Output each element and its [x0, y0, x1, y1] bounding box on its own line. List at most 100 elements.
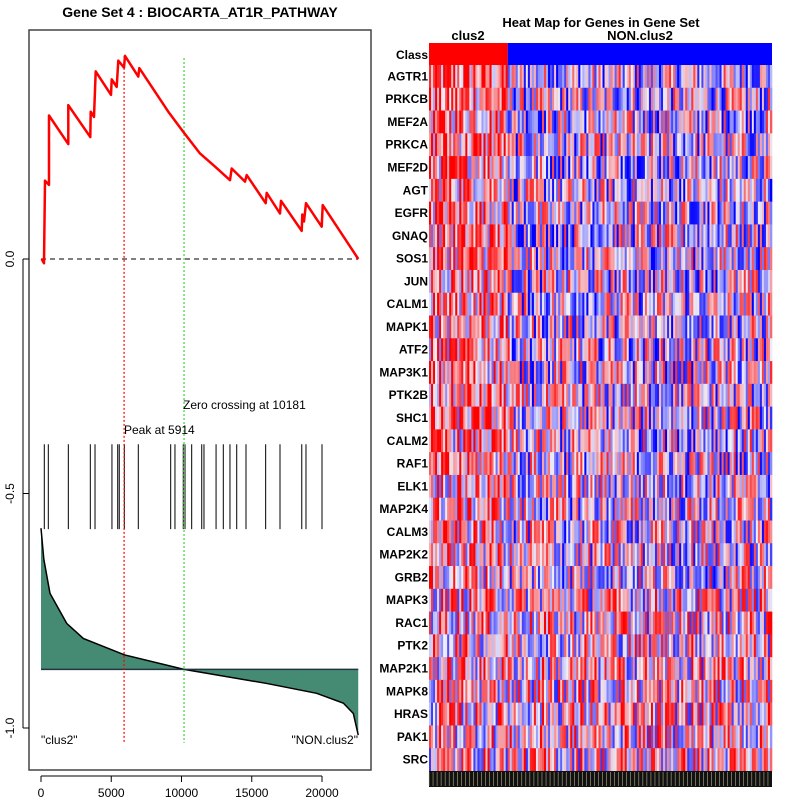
heatmap-cell: [646, 87, 650, 111]
heatmap-cell: [695, 292, 698, 316]
heatmap-cell: [533, 634, 537, 658]
heatmap-cell: [616, 588, 619, 612]
heatmap-cell: [463, 611, 466, 635]
heatmap-cell: [483, 679, 486, 703]
heatmap-cell: [659, 566, 662, 590]
heatmap-cell: [729, 383, 732, 407]
heatmap-cell: [757, 657, 761, 681]
heatmap-cell: [544, 429, 547, 453]
heatmap-cell: [541, 178, 545, 202]
heatmap-cell: [763, 65, 767, 89]
heatmap-cell: [453, 338, 456, 362]
heatmap-cell: [675, 406, 678, 430]
heatmap-cell: [669, 315, 672, 339]
heatmap-cell: [661, 520, 664, 544]
heatmap-cell: [723, 520, 726, 544]
heatmap-cell: [493, 224, 496, 248]
heatmap-cell: [519, 702, 523, 726]
heatmap-cell: [523, 338, 527, 362]
heatmap-cell: [669, 452, 672, 476]
heatmap-cell: [608, 566, 611, 590]
heatmap-cell: [487, 178, 490, 202]
heatmap-cell: [608, 679, 611, 703]
heatmap-cell: [511, 611, 515, 635]
heatmap-cell: [447, 338, 450, 362]
heatmap-cell: [537, 338, 541, 362]
heatmap-cell: [519, 156, 523, 180]
heatmap-cell: [507, 520, 511, 544]
heatmap-cell: [709, 156, 712, 180]
heatmap-cell: [580, 338, 583, 362]
heatmap-cell: [541, 543, 545, 567]
heatmap-cell: [447, 247, 450, 271]
heatmap-cell: [576, 474, 579, 499]
heatmap-cell: [487, 474, 490, 499]
heatmap-cell: [515, 611, 519, 635]
heatmap-cell: [481, 474, 484, 499]
heatmap-cell: [590, 429, 593, 453]
heatmap-cell: [578, 406, 581, 430]
heatmap-cell: [509, 406, 513, 430]
heatmap-cell: [699, 87, 702, 111]
heatmap-cell: [594, 702, 597, 726]
heatmap-cell: [701, 201, 704, 225]
heatmap-cell: [743, 224, 747, 248]
heatmap-cell: [731, 383, 734, 407]
heatmap-cell: [467, 87, 470, 111]
heatmap-cell: [441, 292, 444, 316]
heatmap-cell: [757, 452, 761, 476]
heatmap-cell: [614, 383, 617, 407]
heatmap-cell: [665, 543, 668, 567]
heatmap-cell: [624, 543, 628, 567]
heatmap-cell: [544, 611, 547, 635]
heatmap-cell: [503, 588, 506, 612]
heatmap-cell: [592, 406, 595, 430]
heatmap-cell: [535, 679, 539, 703]
heatmap-cell: [554, 520, 557, 544]
heatmap-cell: [511, 65, 515, 89]
heatmap-cell: [661, 201, 664, 225]
heatmap-cell: [592, 679, 595, 703]
heatmap-cell: [541, 474, 545, 499]
heatmap-cell: [550, 292, 553, 316]
heatmap-cell: [457, 679, 460, 703]
heatmap-cell: [677, 520, 680, 544]
heatmap-cell: [544, 383, 547, 407]
heatmap-cell: [445, 452, 448, 476]
heatmap-cell: [687, 178, 690, 202]
heatmap-cell: [491, 497, 494, 521]
heatmap-cell: [447, 65, 450, 89]
heatmap-cell: [681, 702, 684, 726]
heatmap-cell: [459, 474, 462, 499]
heatmap-cell: [642, 269, 646, 294]
heatmap-cell: [552, 315, 555, 339]
heatmap-cell: [431, 338, 434, 362]
heatmap-cell: [741, 383, 745, 407]
heatmap-cell: [600, 657, 603, 681]
heatmap-cell: [691, 269, 694, 294]
heatmap-cell: [519, 406, 523, 430]
heatmap-cell: [725, 361, 728, 385]
heatmap-cell: [622, 566, 626, 590]
heatmap-cell: [507, 178, 511, 202]
heatmap-cell: [703, 657, 706, 681]
heatmap-cell: [725, 201, 728, 225]
heatmap-cell: [665, 657, 668, 681]
heatmap-cell: [646, 406, 650, 430]
y-tick-label: -0.5: [3, 483, 17, 504]
heatmap-cell: [539, 224, 543, 248]
heatmap-cell: [598, 156, 601, 180]
heatmap-cell: [461, 657, 464, 681]
heatmap-cell: [541, 224, 545, 248]
heatmap-cell: [541, 361, 545, 385]
heatmap-cell: [769, 110, 773, 134]
heatmap-cell: [650, 201, 654, 225]
heatmap-cell: [580, 406, 583, 430]
heatmap-cell: [556, 361, 559, 385]
heatmap-cell: [604, 429, 607, 453]
heatmap-cell: [693, 292, 696, 316]
heatmap-cell: [665, 429, 668, 453]
heatmap-cell: [441, 65, 444, 89]
heatmap-cell: [477, 634, 480, 658]
heatmap-cell: [527, 224, 531, 248]
